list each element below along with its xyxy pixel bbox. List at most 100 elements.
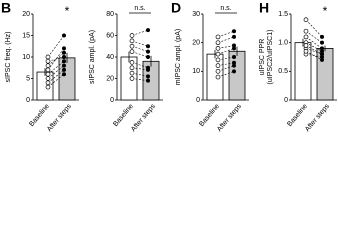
baseline-point — [129, 33, 135, 38]
significance: * — [323, 4, 328, 18]
pair-line — [305, 45, 323, 55]
significance: n.s. — [220, 5, 231, 12]
after-point — [320, 55, 324, 59]
baseline-point — [303, 17, 309, 23]
pair-line — [131, 67, 149, 71]
baseline-point — [303, 48, 309, 54]
y-tick-label: 15 — [22, 32, 30, 39]
after-point — [146, 49, 150, 54]
pair-line — [131, 78, 149, 81]
after-point — [320, 34, 324, 39]
y-tick-label: 5 — [26, 75, 30, 82]
after-point — [146, 74, 150, 79]
after-point — [232, 43, 236, 48]
baseline-point — [215, 74, 221, 80]
after-point — [146, 44, 150, 49]
x-tick-label: Baseline — [28, 103, 51, 128]
baseline-point — [303, 43, 309, 48]
y-tick-label: 1.5 — [278, 11, 288, 18]
y-tick-label: 0 — [26, 97, 30, 104]
after-point — [62, 50, 66, 55]
after-point — [232, 34, 236, 39]
baseline-point — [129, 43, 135, 49]
after-point — [232, 46, 236, 51]
y-tick-label: 20 — [192, 40, 200, 47]
after-point — [320, 52, 324, 57]
after-point — [146, 55, 150, 59]
baseline-point — [45, 54, 51, 60]
y-tick-label: 30 — [192, 11, 200, 18]
bar — [120, 56, 138, 101]
pair-line — [305, 19, 323, 38]
y-tick-label: 20 — [106, 75, 114, 82]
pair-line — [305, 48, 323, 55]
y-axis-label: mIPSC ampl. (pA) — [175, 29, 182, 85]
y-axis-label: sIPSC ampl. (pA) — [89, 30, 96, 84]
pair-line — [131, 29, 149, 36]
baseline-point — [215, 40, 221, 46]
pair-line — [47, 56, 65, 62]
pair-line — [217, 62, 235, 66]
after-point — [146, 28, 150, 33]
pair-line — [305, 42, 323, 52]
baseline-point — [45, 76, 51, 81]
baseline-point — [45, 84, 51, 90]
baseline-point — [129, 60, 135, 65]
pair-line — [47, 35, 65, 58]
after-point — [62, 33, 66, 38]
bar — [294, 42, 312, 101]
y-tick-label: 60 — [106, 32, 114, 39]
pair-line — [47, 48, 65, 71]
pair-line — [217, 30, 235, 38]
after-point — [62, 59, 66, 64]
y-tick-label: 1.0 — [278, 40, 288, 47]
baseline-point — [303, 34, 309, 40]
after-point — [320, 40, 324, 45]
y-axis-label: sIPSC freq. (Hz) — [5, 32, 12, 83]
y-tick-label: 0 — [196, 97, 200, 104]
baseline-point — [129, 76, 135, 81]
after-point — [320, 49, 324, 54]
panel-letter: B — [1, 0, 11, 16]
after-point — [62, 46, 66, 51]
pair-line — [217, 65, 235, 72]
baseline-point — [45, 58, 51, 64]
bar — [316, 48, 334, 101]
bar — [58, 57, 76, 101]
baseline-point — [215, 63, 221, 68]
y-tick-label: 0.5 — [278, 68, 288, 75]
panel-letter: H — [259, 0, 269, 16]
pair-line — [217, 71, 235, 78]
y-axis-label: (uIPSC2/uIPSC1) — [267, 30, 274, 85]
x-tick-label: Baseline — [198, 103, 221, 128]
after-point — [232, 69, 236, 74]
baseline-point — [215, 57, 221, 63]
pair-line — [131, 40, 149, 47]
baseline-point — [129, 38, 135, 44]
y-tick-label: 20 — [22, 11, 30, 18]
significance: n.s. — [134, 5, 145, 12]
baseline-point — [215, 51, 221, 57]
pair-line — [305, 30, 323, 43]
pair-line — [217, 36, 235, 43]
pair-line — [217, 45, 235, 49]
y-tick-label: 0 — [110, 97, 114, 104]
pair-line — [217, 48, 235, 55]
baseline-point — [45, 67, 51, 73]
significance: * — [65, 4, 70, 18]
baseline-point — [303, 28, 309, 34]
y-tick-label: 10 — [22, 54, 30, 61]
y-tick-label: 10 — [192, 68, 200, 75]
y-tick-label: 40 — [106, 54, 114, 61]
after-point — [232, 29, 236, 34]
pair-line — [131, 45, 149, 52]
after-point — [62, 63, 66, 68]
x-tick-label: Baseline — [112, 103, 135, 128]
bar — [36, 71, 54, 101]
pair-line — [131, 62, 149, 69]
after-point — [232, 60, 236, 65]
after-point — [320, 46, 324, 51]
pair-line — [131, 72, 149, 77]
y-axis-label: uIPSC PPR — [259, 39, 266, 76]
